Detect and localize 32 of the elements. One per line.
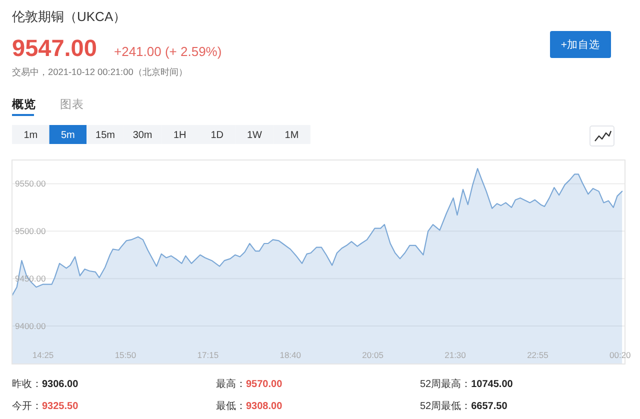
x-tick-label: 20:05 [362,350,384,360]
text: 最高：9570.00 [216,378,283,390]
x-tick-label: 00:20 [610,350,632,360]
button: 1D [198,125,236,144]
button: 1H [161,125,198,144]
tab: 概览 [12,99,36,116]
x-tick-label: 15:50 [114,350,136,360]
text: 昨收：9306.00 [12,378,79,390]
text: +241.00 (+ 2.59%) [114,44,222,59]
button: +加自选 [550,31,611,58]
button: 30m [124,125,162,144]
text: 最低：9308.00 [216,401,283,412]
button: 15m [86,125,124,144]
y-tick-label: 9550.00 [15,178,46,189]
text: 交易中，2021-10-12 00:21:00（北京时间） [12,67,188,77]
button: 1W [236,125,274,144]
x-tick-label: 17:15 [197,350,219,360]
button: 1m [12,125,50,144]
x-tick-label: 14:25 [32,350,54,360]
y-tick-label: 9400.00 [15,321,46,332]
button: 5m [49,125,87,144]
text: 9547.00 [12,35,97,61]
chart-title: 伦敦期铜（UKCA） [12,9,126,24]
x-tick-label: 22:55 [527,350,549,360]
x-tick-label: 21:30 [444,350,466,360]
y-tick-label: 9500.00 [15,226,46,236]
text: 今开：9325.50 [12,400,79,412]
text: 图表 [60,98,84,111]
text: 52周最高：10745.00 [420,378,514,390]
text: 52周最低：6657.50 [420,401,508,412]
x-tick-label: 18:40 [280,350,302,360]
button: 1M [273,125,310,144]
